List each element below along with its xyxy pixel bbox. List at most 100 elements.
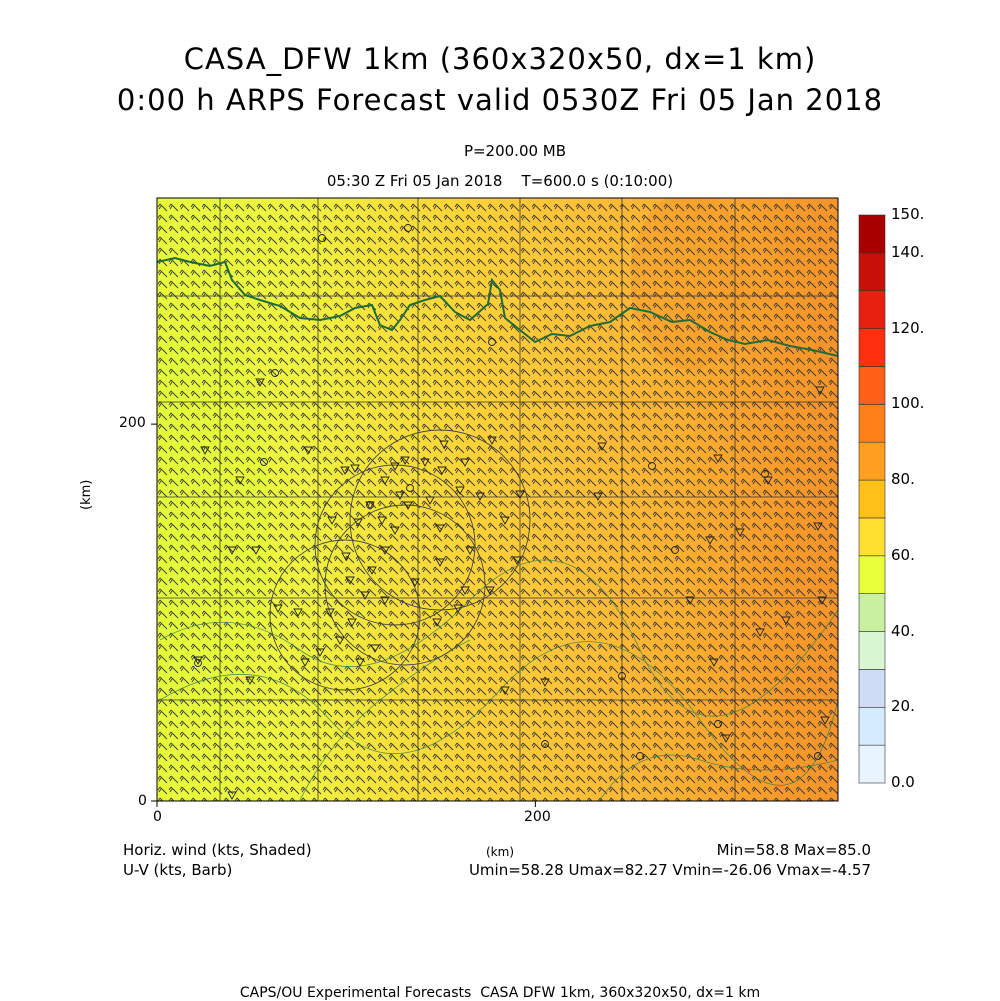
wind-barb bbox=[597, 258, 608, 267]
wind-barb bbox=[201, 379, 212, 388]
wind-barb bbox=[388, 577, 399, 586]
wind-barb bbox=[168, 610, 179, 619]
wind-barb bbox=[311, 687, 322, 696]
wind-barb bbox=[586, 676, 597, 685]
wind-barb bbox=[630, 676, 641, 685]
wind-barb bbox=[399, 654, 410, 663]
wind-barb bbox=[443, 753, 454, 762]
wind-barb bbox=[234, 203, 245, 212]
wind-barb bbox=[443, 291, 454, 300]
wind-barb bbox=[443, 203, 454, 212]
wind-barb bbox=[652, 269, 663, 278]
wind-barb bbox=[641, 533, 652, 542]
wind-barb bbox=[608, 258, 619, 267]
wind-barb bbox=[476, 445, 487, 454]
wind-barb bbox=[212, 390, 223, 399]
wind-barb bbox=[608, 324, 619, 333]
wind-barb bbox=[366, 258, 377, 267]
wind-barb bbox=[564, 522, 575, 531]
wind-barb bbox=[795, 401, 806, 410]
wind-barb bbox=[498, 401, 509, 410]
wind-barb bbox=[498, 533, 509, 542]
wind-barb bbox=[498, 786, 509, 795]
wind-barb bbox=[157, 500, 168, 509]
wind-barb bbox=[157, 379, 168, 388]
wind-barb bbox=[388, 753, 399, 762]
wind-barb bbox=[641, 390, 652, 399]
wind-barb bbox=[256, 731, 267, 740]
wind-barb bbox=[333, 247, 344, 256]
wind-barb bbox=[355, 456, 366, 465]
wind-barb bbox=[476, 467, 487, 476]
wind-barb bbox=[707, 753, 718, 762]
wind-barb bbox=[696, 280, 707, 289]
wind-barb bbox=[564, 544, 575, 553]
wind-barb bbox=[399, 577, 410, 586]
wind-barb bbox=[597, 709, 608, 718]
wind-barb bbox=[542, 731, 553, 740]
wind-barb bbox=[553, 379, 564, 388]
wind-barb bbox=[773, 632, 784, 641]
wind-barb bbox=[168, 203, 179, 212]
wind-barb bbox=[223, 313, 234, 322]
wind-barb bbox=[201, 357, 212, 366]
wind-barb bbox=[267, 753, 278, 762]
wind-barb bbox=[762, 302, 773, 311]
wind-barb bbox=[234, 742, 245, 751]
wind-barb bbox=[795, 753, 806, 762]
wind-barb bbox=[223, 720, 234, 729]
wind-barb bbox=[399, 720, 410, 729]
wind-barb bbox=[531, 665, 542, 674]
wind-barb bbox=[685, 401, 696, 410]
wind-barb bbox=[399, 522, 410, 531]
wind-barb bbox=[267, 566, 278, 575]
wind-barb bbox=[256, 687, 267, 696]
wind-barb bbox=[498, 709, 509, 718]
wind-barb bbox=[509, 445, 520, 454]
wind-barb bbox=[586, 236, 597, 245]
wind-barb bbox=[608, 544, 619, 553]
wind-barb bbox=[465, 247, 476, 256]
wind-barb bbox=[685, 445, 696, 454]
wind-barb bbox=[674, 335, 685, 344]
wind-barb bbox=[179, 753, 190, 762]
wind-barb bbox=[476, 302, 487, 311]
wind-barb bbox=[575, 599, 586, 608]
wind-barb bbox=[223, 346, 234, 355]
wind-barb bbox=[641, 467, 652, 476]
wind-barb bbox=[707, 555, 718, 564]
wind-barb bbox=[762, 500, 773, 509]
wind-barb bbox=[234, 335, 245, 344]
wind-barb bbox=[509, 379, 520, 388]
wind-barb bbox=[608, 280, 619, 289]
wind-barb bbox=[245, 775, 256, 784]
wind-barb bbox=[762, 412, 773, 421]
wind-barb bbox=[256, 423, 267, 432]
wind-barb bbox=[333, 346, 344, 355]
wind-barb bbox=[531, 511, 542, 520]
wind-barb bbox=[344, 346, 355, 355]
wind-barb bbox=[718, 445, 729, 454]
wind-barb bbox=[531, 467, 542, 476]
wind-barb bbox=[344, 764, 355, 773]
wind-barb bbox=[663, 654, 674, 663]
wind-barb bbox=[157, 643, 168, 652]
wind-barb bbox=[168, 214, 179, 223]
wind-barb bbox=[256, 676, 267, 685]
wind-barb bbox=[355, 214, 366, 223]
wind-barb bbox=[344, 258, 355, 267]
wind-barb bbox=[553, 269, 564, 278]
wind-barb bbox=[377, 368, 388, 377]
wind-barb bbox=[828, 247, 838, 256]
wind-barb bbox=[256, 610, 267, 619]
wind-barb bbox=[597, 566, 608, 575]
wind-barb bbox=[597, 313, 608, 322]
wind-barb bbox=[157, 225, 168, 234]
station-triangle bbox=[325, 608, 335, 617]
wind-barb bbox=[322, 654, 333, 663]
wind-barb bbox=[828, 390, 838, 399]
wind-barb bbox=[212, 643, 223, 652]
wind-barb bbox=[674, 401, 685, 410]
wind-barb bbox=[267, 467, 278, 476]
wind-barb bbox=[432, 302, 443, 311]
